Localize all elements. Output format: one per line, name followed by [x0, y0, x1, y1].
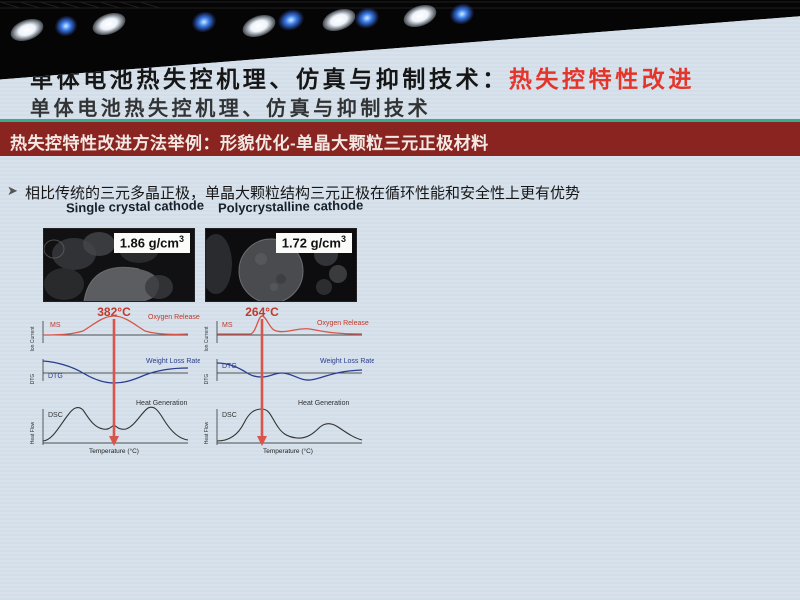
svg-text:DTG: DTG	[222, 363, 237, 370]
svg-text:DTG: DTG	[204, 374, 210, 385]
svg-text:Ion Current: Ion Current	[30, 326, 36, 352]
svg-text:Weight Loss Rate: Weight Loss Rate	[320, 358, 374, 365]
svg-text:DSC: DSC	[48, 412, 63, 419]
svg-text:Oxygen Release: Oxygen Release	[317, 320, 369, 327]
svg-text:DSC: DSC	[222, 412, 237, 419]
svg-text:Ion Current: Ion Current	[204, 326, 210, 352]
svg-text:DTG: DTG	[48, 373, 63, 380]
svg-text:MS: MS	[50, 322, 61, 329]
svg-text:MS: MS	[222, 322, 233, 329]
svg-text:Heat Flow: Heat Flow	[30, 421, 36, 444]
svg-text:Heat Generation: Heat Generation	[298, 400, 349, 407]
svg-text:382°C: 382°C	[97, 305, 131, 319]
svg-text:Temperature (°C): Temperature (°C)	[89, 447, 139, 455]
svg-text:Heat Generation: Heat Generation	[136, 400, 187, 407]
svg-text:Oxygen Release: Oxygen Release	[148, 314, 200, 321]
svg-text:264°C: 264°C	[245, 305, 279, 319]
svg-text:Weight Loss Rate: Weight Loss Rate	[146, 358, 200, 365]
svg-text:Heat Flow: Heat Flow	[204, 421, 210, 444]
svg-text:Temperature (°C): Temperature (°C)	[263, 447, 313, 455]
svg-text:DTG: DTG	[30, 374, 36, 385]
